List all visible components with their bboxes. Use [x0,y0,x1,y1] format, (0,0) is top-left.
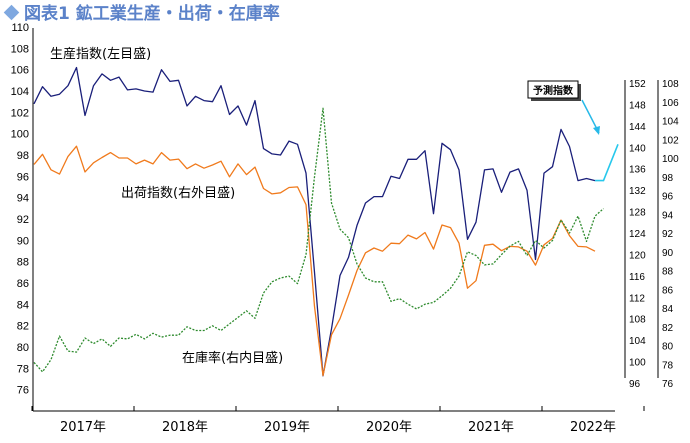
left-tick-label: 100 [11,129,29,141]
inner-right-tick-label: 90 [662,248,674,259]
shipment-series-label: 出荷指数(右外目盛) [121,186,235,201]
production-series-label: 生産指数(左目盛) [50,46,151,62]
series-line [33,66,596,377]
outer-right-tick-label: 96 [629,379,641,390]
x-tick-label: 2021年 [468,420,514,435]
outer-right-tick-label: 144 [629,122,646,133]
x-tick-label: 2018年 [162,420,208,435]
inner-right-tick-label: 84 [662,304,674,315]
x-tick-label: 2020年 [366,420,412,435]
outer-right-tick-label: 124 [629,229,646,240]
inner-right-tick-label: 94 [662,210,674,221]
series-line [33,107,604,373]
inventory-series-label: 在庫率(右内目盛) [182,350,283,366]
left-tick-label: 80 [17,342,29,354]
inner-right-tick-label: 76 [662,379,674,390]
outer-right-tick-label: 112 [629,293,645,304]
chart-title: 図表1 鉱工業生産・出荷・在庫率 [24,3,280,24]
axis-lines [32,28,659,412]
series-line [33,145,596,377]
x-tick-label: 2017年 [60,420,106,435]
outer-right-tick-label: 128 [629,208,646,219]
outer-right-tick-label: 132 [629,186,646,197]
inner-right-tick-label: 92 [662,229,674,240]
left-tick-label: 96 [17,171,29,183]
forecast-line [595,144,619,182]
title-diamond-icon [3,4,20,21]
inner-right-tick-label: 82 [662,323,674,334]
outer-right-tick-label: 100 [629,358,646,369]
left-tick-label: 110 [11,22,29,34]
forecast-callout-label: 予測指数 [533,84,574,97]
outer-right-tick-label: 104 [629,336,646,347]
inner-right-tick-label: 104 [662,117,679,128]
forecast-callout: 予測指数 [527,80,600,135]
outer-right-tick-label: 116 [629,272,645,283]
forecast-callout-box [527,80,579,99]
left-tick-label: 78 [17,363,29,375]
left-tick-label: 82 [17,321,29,333]
series-layer [33,66,619,377]
outer-right-tick-label: 108 [629,315,646,326]
inner-right-tick-label: 98 [662,173,674,184]
inner-right-tick-label: 100 [662,154,679,165]
left-axis-ticks: 76 78 80 82 84 86 88 90 92 94 96 98 100 102 104 106 108 1… [11,22,29,397]
inner-right-tick-label: 108 [662,79,679,90]
chart-title-group: 図表1 鉱工業生産・出荷・在庫率 [3,3,280,24]
inner-right-tick-label: 80 [662,342,674,353]
outer-right-tick-label: 136 [629,165,646,176]
x-tick-label: 2022年 [570,420,616,435]
left-tick-label: 98 [17,150,29,162]
left-tick-label: 90 [17,235,29,247]
outer-right-tick-label: 120 [629,250,646,261]
outer-right-tick-label: 148 [629,100,646,111]
inner-right-tick-label: 106 [662,98,679,109]
left-tick-label: 108 [11,43,29,55]
inner-right-tick-label: 86 [662,285,674,296]
outer-right-axis-ticks: 96 100 104 108 112 116 120 124 128 132 136 140 144 14… [629,79,646,390]
left-tick-label: 102 [11,107,29,119]
left-tick-label: 94 [17,193,29,205]
left-tick-label: 88 [17,257,29,269]
inner-right-axis-ticks: 76 78 80 82 84 86 88 90 92 94 96 98 100 102 104 106 108 [662,79,679,390]
left-tick-label: 104 [11,86,29,98]
left-tick-label: 106 [11,65,29,77]
x-axis-ticks: 2017年 2018年 2019年 2020年 2021年 2022年 [31,406,645,435]
forecast-callout-arrowhead [593,126,600,135]
left-tick-label: 92 [17,214,29,226]
inner-right-tick-label: 88 [662,267,674,278]
left-tick-label: 76 [17,385,29,397]
left-tick-label: 84 [17,299,29,311]
inner-right-tick-label: 102 [662,135,679,146]
outer-right-tick-label: 152 [629,79,646,90]
x-tick-label: 2019年 [264,420,310,435]
inner-right-tick-label: 78 [662,360,674,371]
outer-right-tick-label: 140 [629,143,646,154]
left-tick-label: 86 [17,278,29,290]
inner-right-tick-label: 96 [662,192,674,203]
